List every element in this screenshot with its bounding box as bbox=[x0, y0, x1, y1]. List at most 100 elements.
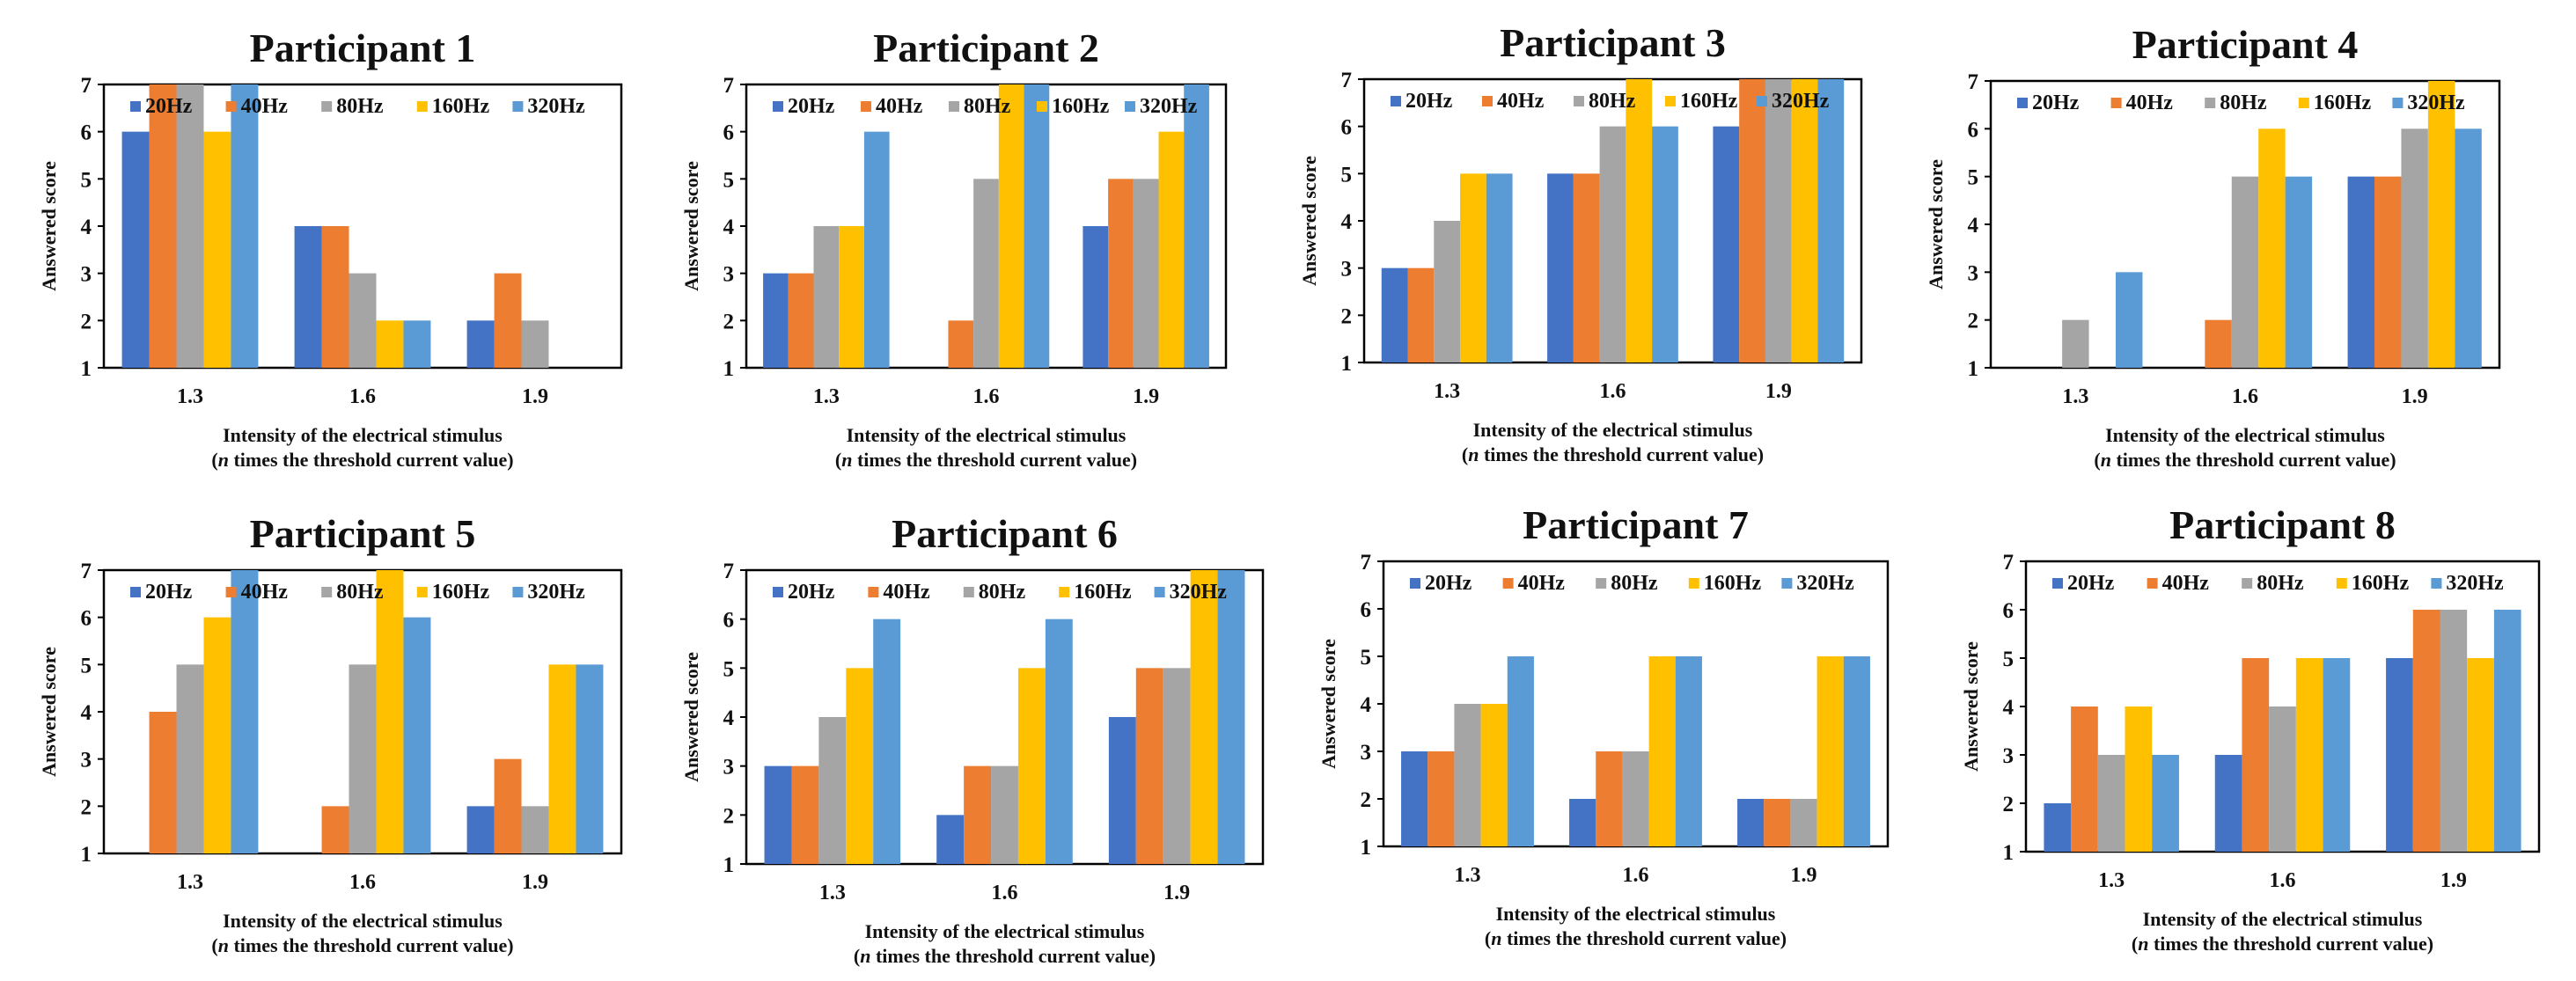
y-axis-label: Answered score bbox=[1925, 159, 1947, 289]
y-tick-label: 3 bbox=[2003, 744, 2015, 768]
bar-40Hz-1.3 bbox=[149, 712, 177, 853]
chart-title: Participant 1 bbox=[250, 26, 476, 70]
bar-160Hz-1.9 bbox=[1158, 131, 1185, 368]
legend-swatch-160Hz bbox=[416, 587, 428, 597]
bar-160Hz-1.6 bbox=[2258, 128, 2286, 369]
bar-80Hz-1.6 bbox=[349, 273, 377, 368]
y-tick-label: 4 bbox=[81, 701, 92, 725]
legend-label-40Hz: 40Hz bbox=[883, 581, 930, 604]
bar-80Hz-1.3 bbox=[2062, 319, 2089, 368]
y-tick-label: 6 bbox=[1341, 116, 1353, 140]
bar-40Hz-1.3 bbox=[1427, 751, 1455, 846]
y-tick-label: 6 bbox=[2003, 599, 2015, 623]
legend-label-40Hz: 40Hz bbox=[241, 95, 289, 118]
legend-label-20Hz: 20Hz bbox=[2067, 572, 2115, 595]
legend-swatch-160Hz bbox=[1037, 101, 1047, 112]
y-tick-label: 5 bbox=[723, 657, 735, 681]
legend-label-20Hz: 20Hz bbox=[1425, 572, 1472, 595]
y-tick-label: 4 bbox=[1361, 693, 1372, 717]
bar-40Hz-1.6 bbox=[2242, 658, 2270, 852]
y-tick-label: 2 bbox=[723, 804, 735, 828]
legend-swatch-160Hz bbox=[416, 101, 428, 112]
legend-label-320Hz: 320Hz bbox=[1796, 572, 1854, 595]
bar-320Hz-1.3 bbox=[863, 131, 890, 368]
bar-80Hz-1.3 bbox=[2097, 755, 2125, 852]
y-tick-label: 6 bbox=[723, 609, 735, 633]
y-tick-label: 3 bbox=[81, 749, 92, 772]
legend-label-320Hz: 320Hz bbox=[1170, 581, 1228, 604]
bar-80Hz-1.9 bbox=[521, 320, 549, 368]
y-tick-label: 5 bbox=[2003, 648, 2015, 671]
bar-20Hz-1.6 bbox=[294, 226, 322, 368]
y-axis-label: Answered score bbox=[38, 161, 60, 291]
y-tick-label: 3 bbox=[1968, 261, 1979, 285]
x-category-label: 1.3 bbox=[2098, 869, 2125, 892]
bar-40Hz-1.6 bbox=[964, 765, 992, 864]
bar-160Hz-1.9 bbox=[2427, 81, 2455, 368]
bar-20Hz-1.3 bbox=[121, 131, 150, 368]
legend-swatch-20Hz bbox=[1391, 96, 1401, 106]
chart-title: Participant 5 bbox=[250, 511, 476, 556]
legend-swatch-320Hz bbox=[1757, 96, 1767, 106]
y-tick-label: 1 bbox=[1341, 352, 1353, 376]
legend-swatch-320Hz bbox=[2431, 578, 2442, 589]
y-axis-label: Answered score bbox=[680, 161, 702, 291]
bar-20Hz-1.3 bbox=[1401, 751, 1428, 846]
legend-swatch-80Hz bbox=[1574, 96, 1584, 106]
bar-160Hz-1.3 bbox=[839, 226, 864, 368]
y-tick-label: 4 bbox=[1341, 210, 1353, 234]
bar-80Hz-1.6 bbox=[1599, 126, 1626, 362]
y-axis-label: Answered score bbox=[1317, 639, 1339, 769]
y-tick-label: 5 bbox=[723, 168, 735, 192]
x-category-label: 1.9 bbox=[1133, 385, 1159, 408]
bar-320Hz-1.6 bbox=[403, 320, 431, 368]
legend-label-80Hz: 80Hz bbox=[2257, 572, 2304, 595]
x-axis-sublabel: (n times the threshold current value) bbox=[1485, 927, 1787, 949]
bar-160Hz-1.9 bbox=[2467, 658, 2494, 852]
y-tick-label: 2 bbox=[2003, 793, 2015, 816]
chart-panel-6: Participant 6 1 2 3 4 5 6 7 1.3 1.6 1.9 20Hz 40Hz 80H… bbox=[680, 511, 1265, 967]
x-category-label: 1.6 bbox=[349, 385, 376, 408]
x-axis-label: Intensity of the electrical stimulus bbox=[2143, 908, 2423, 930]
chart-panel-8: Participant 8 1 2 3 4 5 6 7 1.3 1.6 1.9 20Hz 40Hz 80H… bbox=[1960, 502, 2541, 955]
legend-label-160Hz: 160Hz bbox=[1074, 581, 1132, 604]
bar-80Hz-1.9 bbox=[1163, 668, 1191, 864]
legend-label-20Hz: 20Hz bbox=[145, 581, 193, 604]
legend-swatch-80Hz bbox=[2205, 98, 2216, 108]
bar-40Hz-1.3 bbox=[2071, 706, 2098, 852]
bar-40Hz-1.9 bbox=[494, 273, 522, 368]
legend-swatch-320Hz bbox=[2392, 98, 2404, 108]
bar-320Hz-1.9 bbox=[2493, 610, 2521, 852]
bar-160Hz-1.6 bbox=[998, 84, 1024, 368]
y-tick-label: 5 bbox=[81, 168, 92, 192]
y-tick-label: 6 bbox=[723, 121, 735, 145]
y-tick-label: 1 bbox=[81, 843, 92, 867]
bar-20Hz-1.6 bbox=[936, 815, 965, 864]
bar-320Hz-1.9 bbox=[576, 664, 604, 853]
x-axis-label: Intensity of the electrical stimulus bbox=[1496, 903, 1776, 925]
y-tick-label: 4 bbox=[81, 216, 92, 239]
chart-panel-7: Participant 7 1 2 3 4 5 6 7 1.3 1.6 1.9 20Hz 40Hz 80H… bbox=[1317, 502, 1890, 949]
y-tick-label: 2 bbox=[723, 310, 735, 333]
bar-40Hz-1.9 bbox=[1108, 179, 1134, 368]
bar-320Hz-1.9 bbox=[1843, 656, 1870, 846]
y-tick-label: 6 bbox=[1361, 598, 1372, 622]
y-tick-label: 3 bbox=[1341, 258, 1353, 282]
bar-320Hz-1.3 bbox=[2152, 755, 2179, 852]
bar-80Hz-1.3 bbox=[818, 717, 847, 864]
legend-swatch-20Hz bbox=[773, 587, 783, 597]
bar-40Hz-1.3 bbox=[791, 765, 819, 864]
bar-40Hz-1.9 bbox=[2412, 610, 2440, 852]
legend-swatch-160Hz bbox=[2298, 98, 2309, 108]
bar-320Hz-1.9 bbox=[1217, 570, 1245, 864]
y-tick-label: 1 bbox=[81, 357, 92, 381]
chart-title: Participant 4 bbox=[2132, 22, 2359, 67]
y-tick-label: 6 bbox=[81, 607, 92, 631]
legend-swatch-160Hz bbox=[2336, 578, 2347, 589]
legend-swatch-320Hz bbox=[1781, 578, 1793, 589]
bar-80Hz-1.6 bbox=[973, 179, 999, 368]
bar-160Hz-1.3 bbox=[203, 131, 231, 368]
legend-swatch-320Hz bbox=[512, 587, 524, 597]
bar-40Hz-1.6 bbox=[948, 320, 974, 368]
y-tick-label: 5 bbox=[1341, 163, 1353, 187]
